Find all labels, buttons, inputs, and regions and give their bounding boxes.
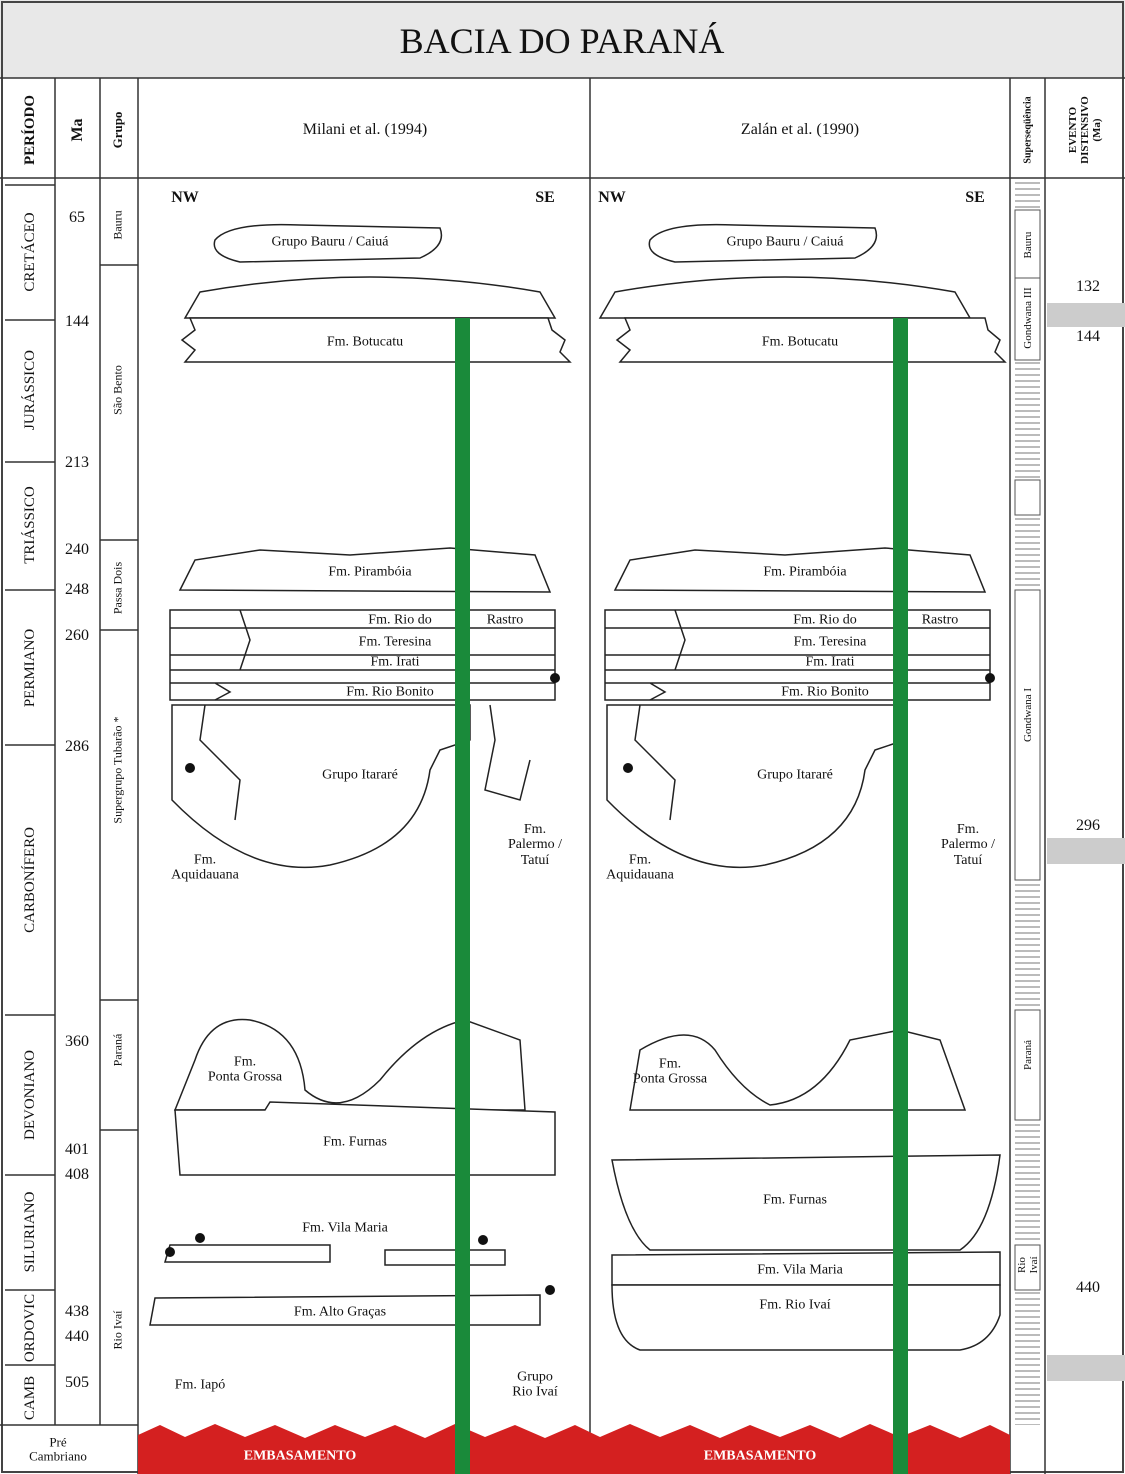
group: Rio Ivaí bbox=[111, 1311, 124, 1350]
event-age: 440 bbox=[1076, 1279, 1100, 1297]
group: Bauru bbox=[111, 210, 124, 239]
direction: NW bbox=[598, 189, 626, 207]
age: 144 bbox=[65, 313, 89, 331]
supersequence: Bauru bbox=[1022, 232, 1034, 259]
formation: Fm. Rio do bbox=[793, 612, 856, 627]
event-age: 144 bbox=[1076, 328, 1100, 346]
formation: Fm. Irati bbox=[371, 654, 420, 669]
group: Passa Dois bbox=[111, 562, 124, 614]
group: Supergrupo Tubarão * bbox=[111, 716, 124, 823]
formation: Fm. Alto Graças bbox=[294, 1304, 386, 1319]
period: CRETÁCEO bbox=[22, 212, 39, 291]
direction: SE bbox=[535, 189, 555, 207]
formation: Fm. Palermo / Tatuí bbox=[941, 822, 995, 868]
basement: EMBASAMENTO bbox=[244, 1448, 357, 1463]
age: 65 bbox=[69, 209, 85, 227]
formation: Grupo Itararé bbox=[757, 767, 833, 782]
formation: Rastro bbox=[922, 612, 959, 627]
formation: Fm. Furnas bbox=[763, 1192, 827, 1207]
formation: Fm. Vila Maria bbox=[757, 1262, 843, 1277]
formation: Grupo Bauru / Caiuá bbox=[271, 234, 388, 249]
stratigraphic-chart: BACIA DO PARANÁ PERÍODO Ma Grupo Milani et a… bbox=[0, 0, 1125, 1474]
period: ORDOVIC bbox=[22, 1294, 39, 1362]
formation: Fm. Vila Maria bbox=[302, 1220, 388, 1235]
formation: Fm. Iapó bbox=[175, 1377, 226, 1392]
formation: Grupo Itararé bbox=[322, 767, 398, 782]
age: 401 bbox=[65, 1141, 89, 1159]
period: SILURIANO bbox=[22, 1192, 39, 1273]
formation: Fm. Botucatu bbox=[327, 334, 403, 349]
header: Ma bbox=[69, 118, 87, 141]
supersequence: Rio Ivaí bbox=[1016, 1256, 1040, 1273]
formation: Fm. Aquidauana bbox=[606, 853, 674, 884]
age: 408 bbox=[65, 1166, 89, 1184]
formation: Fm. Serra Goral bbox=[750, 292, 841, 307]
event-age: 132 bbox=[1076, 278, 1100, 296]
event-age: 296 bbox=[1076, 817, 1100, 835]
formation: Fm. Ponta Grossa bbox=[633, 1057, 707, 1088]
header: Grupo bbox=[111, 112, 125, 149]
formation: Fm. Rio Ivaí bbox=[759, 1297, 830, 1312]
period: JURÁSSICO bbox=[22, 350, 39, 430]
age: 213 bbox=[65, 454, 89, 472]
age: 248 bbox=[65, 581, 89, 599]
formation: Fm. Palermo / Tatuí bbox=[508, 822, 562, 868]
formation: Grupo Bauru / Caiuá bbox=[726, 234, 843, 249]
group: São Bento bbox=[111, 365, 124, 415]
header: Milani et al. (1994) bbox=[303, 121, 427, 139]
period: PERMIANO bbox=[22, 629, 39, 707]
age: 260 bbox=[65, 627, 89, 645]
formation: Fm. Irati bbox=[806, 654, 855, 669]
formation: Fm. Rio Bonito bbox=[781, 684, 869, 699]
age: 286 bbox=[65, 738, 89, 756]
formation: Fm. Rio do bbox=[368, 612, 431, 627]
title: BACIA DO PARANÁ bbox=[400, 22, 725, 62]
formation: Fm. Rio Bonito bbox=[346, 684, 434, 699]
header: PERÍODO bbox=[22, 95, 39, 165]
period: TRIÁSSICO bbox=[22, 486, 39, 564]
chart-drawing bbox=[0, 0, 1125, 1474]
formation: Fm. Ponta Grossa bbox=[208, 1055, 282, 1086]
period: CAMB bbox=[22, 1376, 39, 1420]
header: Superseqüência bbox=[1023, 96, 1034, 163]
formation: Fm. Pirambóia bbox=[763, 564, 846, 579]
period: Pré Cambriano bbox=[29, 1436, 87, 1465]
formation: Fm. Teresina bbox=[359, 634, 432, 649]
age: 360 bbox=[65, 1033, 89, 1051]
age: 505 bbox=[65, 1374, 89, 1392]
formation: Fm. Teresina bbox=[794, 634, 867, 649]
supersequence: Paraná bbox=[1022, 1040, 1034, 1070]
formation: Fm. Furnas bbox=[323, 1134, 387, 1149]
formation: Grupo Rio Ivaí bbox=[512, 1370, 558, 1401]
formation: Fm. Botucatu bbox=[762, 334, 838, 349]
formation: Fm. Serra Geral bbox=[325, 297, 415, 312]
age: 440 bbox=[65, 1328, 89, 1346]
direction: SE bbox=[965, 189, 985, 207]
formation: Fm. Aquidauana bbox=[171, 853, 239, 884]
formation: Fm. Pirambóia bbox=[328, 564, 411, 579]
age: 240 bbox=[65, 541, 89, 559]
supersequence: Gondwana III bbox=[1022, 287, 1034, 348]
header: Zalán et al. (1990) bbox=[741, 121, 859, 139]
period: CARBONÍFERO bbox=[22, 827, 39, 933]
basement: EMBASAMENTO bbox=[704, 1448, 817, 1463]
direction: NW bbox=[171, 189, 199, 207]
group: Paraná bbox=[111, 1034, 124, 1067]
age: 438 bbox=[65, 1303, 89, 1321]
period: DEVONIANO bbox=[22, 1050, 39, 1140]
supersequence: Gondwana I bbox=[1022, 688, 1034, 742]
header: EVENTO DISTENSIVO (Ma) bbox=[1067, 96, 1103, 164]
formation: Rastro bbox=[487, 612, 524, 627]
